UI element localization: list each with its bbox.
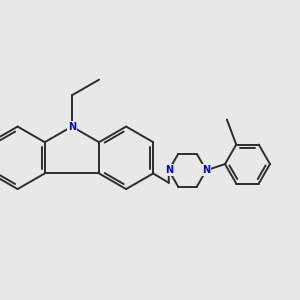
Text: N: N <box>165 165 173 175</box>
Text: N: N <box>68 122 76 132</box>
Text: N: N <box>202 165 210 175</box>
